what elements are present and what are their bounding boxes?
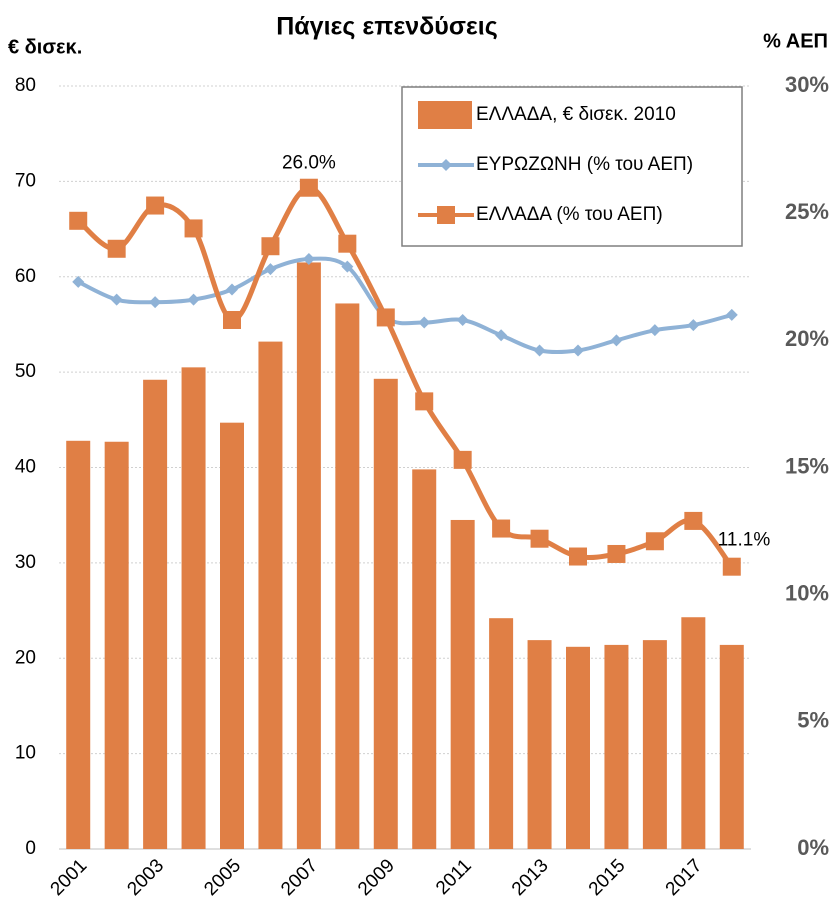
- x-tick-label: 2009: [354, 855, 399, 900]
- y2-tick-label: 25%: [785, 199, 829, 224]
- bar: [143, 379, 168, 849]
- legend-swatch: [418, 101, 472, 129]
- bar: [527, 640, 552, 849]
- data-label: 11.1%: [718, 530, 771, 551]
- marker: [607, 544, 626, 563]
- bar: [681, 617, 706, 849]
- bar: [412, 469, 437, 849]
- marker: [146, 196, 165, 215]
- x-tick-label: 2001: [47, 855, 92, 900]
- y2-axis-label: % ΑΕΠ: [763, 30, 828, 52]
- legend-label: ΕΛΛΑΔΑ (% του ΑΕΠ): [476, 204, 663, 225]
- marker: [184, 219, 203, 238]
- marker: [725, 308, 738, 321]
- marker: [302, 252, 315, 265]
- marker: [645, 532, 664, 551]
- y-tick-label: 0: [25, 838, 36, 859]
- y2-tick-label: 10%: [785, 580, 829, 605]
- legend-label: ΕΛΛΑΔΑ, € δισεκ. 2010: [476, 104, 676, 125]
- marker: [492, 519, 511, 538]
- x-tick-label: 2007: [277, 855, 322, 900]
- bar: [642, 640, 667, 849]
- marker: [110, 293, 123, 306]
- marker: [299, 178, 318, 197]
- y-tick-label: 10: [15, 743, 36, 764]
- y2-tick-label: 30%: [785, 72, 829, 97]
- bar: [604, 644, 629, 849]
- bar: [66, 440, 91, 849]
- x-tick-label: 2017: [662, 855, 707, 900]
- chart-title: Πάγιες επενδύσεις: [276, 13, 497, 41]
- marker: [107, 239, 126, 258]
- x-tick-label: 2013: [508, 855, 553, 900]
- y-tick-label: 30: [15, 552, 36, 573]
- marker: [149, 296, 162, 309]
- bar: [566, 646, 590, 849]
- marker: [687, 319, 700, 332]
- x-tick-label: 2015: [585, 855, 630, 900]
- marker: [376, 308, 395, 327]
- line: [77, 256, 733, 355]
- y-axis-label: € δισεκ.: [8, 36, 82, 58]
- marker: [495, 329, 508, 342]
- bar: [220, 422, 244, 849]
- marker: [223, 310, 241, 329]
- marker: [648, 324, 661, 337]
- bar: [335, 303, 360, 850]
- x-tick-label: 2005: [200, 855, 245, 900]
- marker: [226, 283, 238, 296]
- y-tick-label: 70: [15, 170, 36, 191]
- y2-tick-label: 20%: [785, 326, 829, 351]
- marker: [341, 260, 354, 273]
- legend-marker: [437, 206, 455, 224]
- marker: [569, 547, 587, 566]
- bar: [296, 262, 321, 850]
- marker: [261, 237, 280, 256]
- marker: [530, 529, 549, 548]
- y2-tick-label: 0%: [797, 835, 829, 860]
- y-tick-label: 60: [15, 266, 36, 287]
- bar: [450, 519, 475, 849]
- bar: [104, 441, 129, 849]
- marker: [418, 316, 431, 329]
- bar: [719, 644, 744, 849]
- bar: [258, 341, 283, 849]
- marker: [722, 557, 741, 576]
- marker: [610, 334, 623, 347]
- marker: [72, 275, 85, 288]
- marker: [453, 450, 472, 469]
- y-tick-label: 40: [15, 457, 36, 478]
- marker: [69, 211, 88, 230]
- y2-tick-label: 5%: [797, 708, 829, 733]
- y2-tick-label: 15%: [785, 453, 829, 478]
- marker: [187, 293, 200, 306]
- legend-label: ΕΥΡΩΖΩΝΗ (% του ΑΕΠ): [476, 154, 693, 175]
- data-label: 26.0%: [282, 153, 336, 174]
- marker: [456, 313, 469, 326]
- y-tick-label: 50: [15, 361, 36, 382]
- bar: [489, 618, 514, 849]
- bar: [181, 367, 206, 849]
- x-tick-label: 2003: [123, 855, 168, 900]
- marker: [338, 234, 357, 253]
- marker: [533, 344, 546, 357]
- x-tick-label: 2011: [432, 855, 476, 899]
- marker: [684, 511, 703, 530]
- y-tick-label: 80: [15, 75, 36, 96]
- bar: [373, 378, 398, 849]
- marker: [572, 344, 584, 357]
- y-tick-label: 20: [15, 647, 36, 668]
- marker: [415, 392, 434, 411]
- legend-marker: [440, 159, 452, 171]
- marker: [264, 263, 277, 276]
